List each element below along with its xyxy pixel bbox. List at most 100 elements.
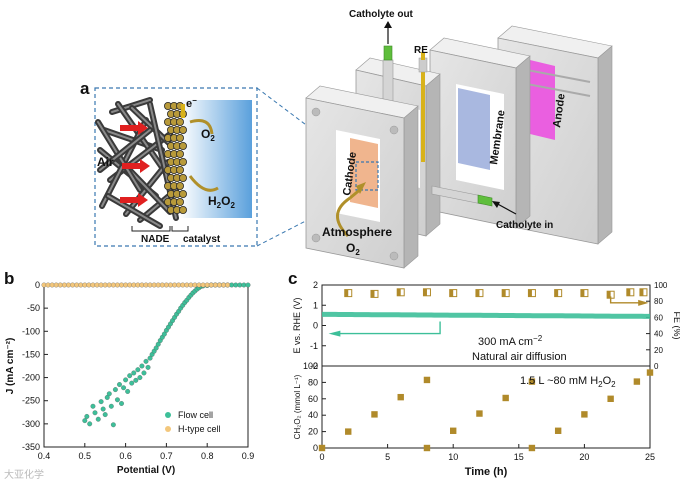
concentration-point [371, 411, 378, 418]
concentration-y-tick-label: 100 [303, 361, 318, 371]
fe-axis-arrow [609, 296, 641, 304]
flow-cell-point [119, 401, 124, 406]
catholyte-in-label: Catholyte in [496, 220, 553, 231]
h-type-cell-point [74, 282, 80, 288]
panel-b-y-axis-label: J (mA cm⁻²) [5, 338, 16, 395]
flow-cell-point [245, 282, 251, 288]
h-type-cell-point [94, 282, 100, 288]
panel-b-legend-marker [165, 426, 171, 432]
h2o2-label: H2O2 [208, 194, 235, 210]
fe-y-tick-label: 60 [654, 313, 663, 322]
o2-arrow [189, 119, 214, 135]
re-label: RE [414, 45, 428, 56]
flow-cell-point [237, 282, 243, 288]
h-type-cell-point [127, 282, 133, 288]
catalyst-beads [163, 102, 187, 214]
fe-y-tick-label: 0 [654, 362, 659, 371]
h-type-cell-point [159, 282, 165, 288]
flow-cell-point [125, 389, 131, 394]
current-density-annotation: 300 mA cm−2 [478, 334, 543, 348]
catalyst-bead [175, 197, 184, 206]
air-arrow-shaft [120, 125, 138, 131]
fe-point-fill [607, 291, 611, 299]
h-type-cell-point [184, 282, 190, 288]
flow-cell-point [137, 375, 143, 381]
h-type-cell-point [114, 282, 120, 288]
h-type-cell-point [57, 282, 63, 288]
flow-cell-point [114, 397, 120, 403]
fe-point-fill [554, 289, 559, 297]
flow-cell-point [139, 363, 145, 369]
panel-b-legend-marker [165, 412, 171, 418]
h-type-cell-point [86, 282, 92, 288]
current-collector [181, 104, 185, 118]
panel-b-y-tick-label: -100 [22, 326, 40, 336]
o2-label: O2 [201, 127, 215, 143]
flow-cell-point [147, 355, 153, 361]
h-type-cell-point [106, 282, 112, 288]
h-type-cell-point [66, 282, 71, 288]
concentration-point [607, 395, 614, 402]
h-type-cell-point [45, 282, 51, 288]
flow-cell-point [98, 399, 104, 405]
h-type-cell-point [41, 282, 47, 288]
catalyst-bead [178, 205, 187, 214]
h-type-cell-point [151, 282, 157, 288]
panel-b-y-tick-label: 0 [35, 280, 40, 290]
nade-label: NADE [141, 234, 170, 245]
panel-b-x-tick-label: 0.9 [242, 451, 255, 461]
catalyst-bead [178, 126, 187, 135]
time-x-tick-label: 20 [579, 452, 589, 462]
fe-axis-arrowhead [638, 299, 649, 306]
concentration-axis-label: CH₂O₂ (mmol L⁻¹) [293, 374, 302, 439]
potential-axis-arrow [337, 321, 441, 335]
flow-cell-point [155, 341, 161, 347]
anode-label: Anode [551, 93, 568, 129]
h-type-cell-point [204, 282, 210, 288]
concentration-point [423, 376, 431, 384]
flow-cell-point [133, 377, 139, 383]
potential-y-tick-label: 0 [313, 321, 318, 331]
flow-cell-point [87, 421, 93, 427]
panel-b-y-tick-label: -50 [27, 303, 40, 313]
h-type-cell-point [168, 282, 173, 288]
concentration-y-tick-label: 20 [308, 427, 318, 437]
concentration-point [423, 444, 431, 452]
fe-point-fill [626, 288, 631, 296]
nade-fiber-highlight [107, 195, 161, 227]
flow-cell-point [127, 373, 133, 379]
panel-b-x-tick-label: 0.4 [38, 451, 51, 461]
natural-air-annotation: Natural air diffusion [472, 351, 567, 363]
air-arrow-head [140, 159, 150, 173]
panel-b-y-tick-label: -250 [22, 396, 40, 406]
catalyst-bead [175, 165, 184, 174]
flow-cell-point [110, 422, 116, 428]
flow-cell-point [229, 282, 235, 288]
panel-b-x-tick-label: 0.5 [79, 451, 92, 461]
catalyst-bracket [171, 226, 189, 232]
panel-a: a Air e− O2 H2O2 NADE catalyst Anode [80, 9, 613, 269]
time-x-tick-label: 0 [319, 452, 324, 462]
h-type-cell-point [139, 282, 145, 288]
h-type-cell-point [131, 282, 137, 288]
flow-cell-point [145, 364, 151, 370]
flow-cell-point [161, 331, 167, 337]
h-type-cell-point [163, 282, 169, 288]
fe-point-fill [423, 288, 427, 296]
cathode-plate: Cathode [305, 85, 419, 269]
flow-cell-point [92, 410, 98, 416]
panel-b-marks [41, 282, 251, 428]
nade-fiber-highlight [117, 103, 169, 177]
time-x-tick-label: 25 [645, 452, 655, 462]
potential-y-tick-label: 2 [313, 280, 318, 290]
flow-cell-point [141, 370, 147, 376]
panel-b-legend: Flow cell H-type cell [165, 410, 221, 434]
membrane-plate: Membrane [429, 37, 531, 229]
catalyst-bead [178, 173, 187, 182]
h-type-cell-point [90, 282, 96, 288]
concentration-point [646, 369, 654, 376]
fe-point-fill [475, 289, 480, 297]
potential-trace [322, 311, 650, 319]
